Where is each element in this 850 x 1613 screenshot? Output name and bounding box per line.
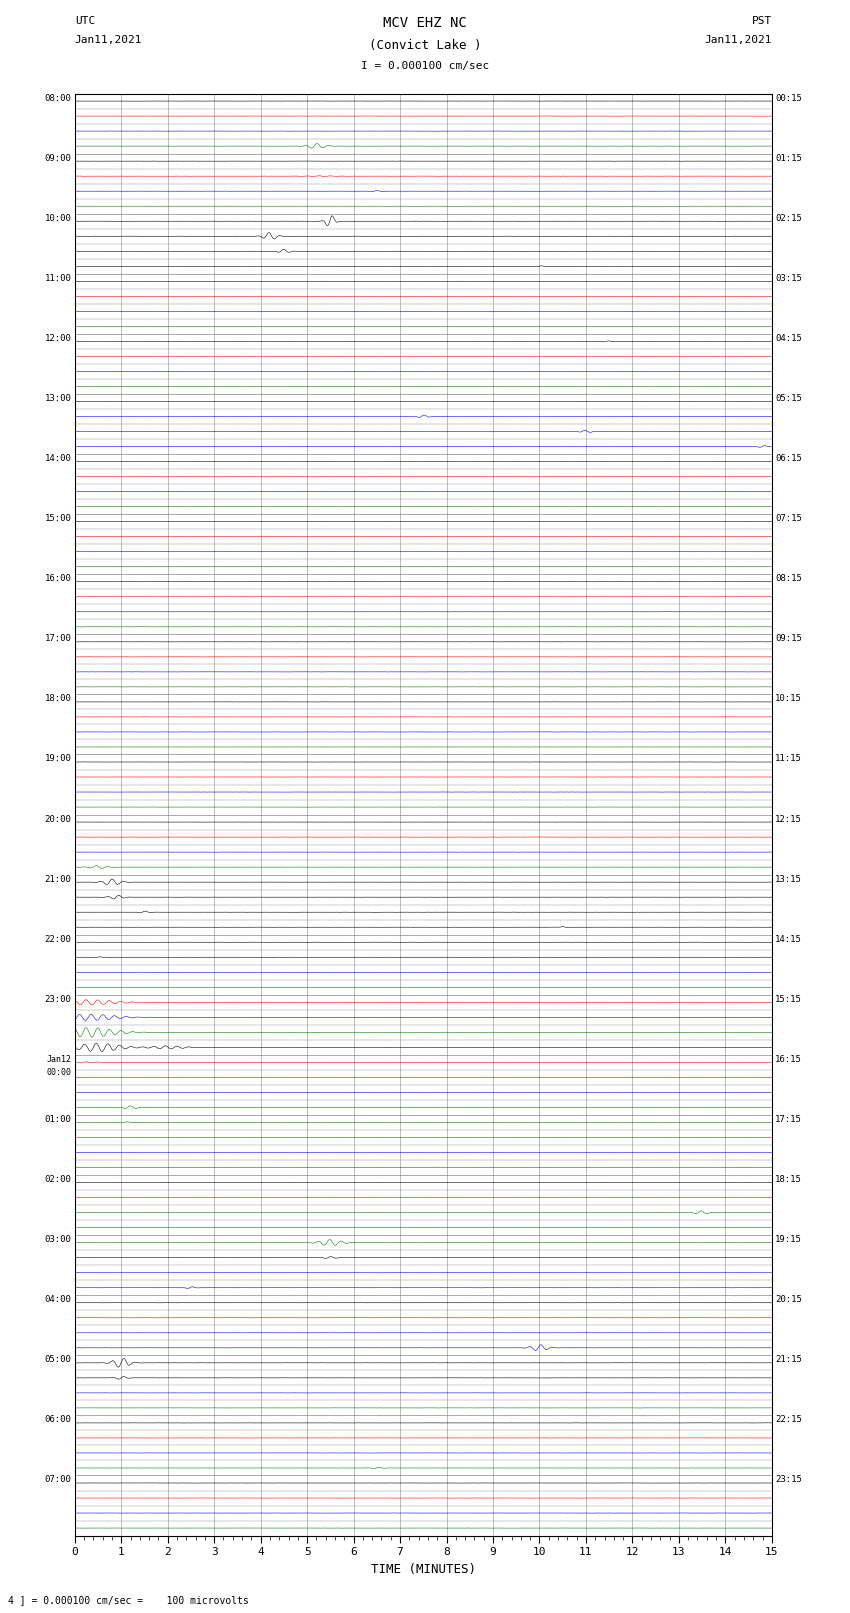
Text: MCV EHZ NC: MCV EHZ NC	[383, 16, 467, 31]
Text: 03:00: 03:00	[44, 1236, 71, 1244]
Text: 07:15: 07:15	[775, 515, 802, 523]
Text: (Convict Lake ): (Convict Lake )	[369, 39, 481, 52]
Text: Jan11,2021: Jan11,2021	[75, 35, 142, 45]
Text: UTC: UTC	[75, 16, 95, 26]
Text: 11:00: 11:00	[44, 274, 71, 282]
Text: I = 0.000100 cm/sec: I = 0.000100 cm/sec	[361, 61, 489, 71]
Text: 00:15: 00:15	[775, 94, 802, 103]
Text: 05:00: 05:00	[44, 1355, 71, 1365]
Text: 02:00: 02:00	[44, 1174, 71, 1184]
Text: 20:15: 20:15	[775, 1295, 802, 1305]
Text: 23:15: 23:15	[775, 1476, 802, 1484]
X-axis label: TIME (MINUTES): TIME (MINUTES)	[371, 1563, 476, 1576]
Text: 03:15: 03:15	[775, 274, 802, 282]
Text: 19:00: 19:00	[44, 755, 71, 763]
Text: 19:15: 19:15	[775, 1236, 802, 1244]
Text: 15:15: 15:15	[775, 995, 802, 1003]
Text: 21:15: 21:15	[775, 1355, 802, 1365]
Text: 16:15: 16:15	[775, 1055, 802, 1065]
Text: 18:00: 18:00	[44, 694, 71, 703]
Text: 15:00: 15:00	[44, 515, 71, 523]
Text: 06:15: 06:15	[775, 455, 802, 463]
Text: 04:00: 04:00	[44, 1295, 71, 1305]
Text: 00:00: 00:00	[47, 1068, 71, 1077]
Text: 08:15: 08:15	[775, 574, 802, 584]
Text: 11:15: 11:15	[775, 755, 802, 763]
Text: 18:15: 18:15	[775, 1174, 802, 1184]
Text: Jan12: Jan12	[47, 1055, 71, 1065]
Text: 4 ] = 0.000100 cm/sec =    100 microvolts: 4 ] = 0.000100 cm/sec = 100 microvolts	[8, 1595, 249, 1605]
Text: 09:15: 09:15	[775, 634, 802, 644]
Text: 23:00: 23:00	[44, 995, 71, 1003]
Text: Jan11,2021: Jan11,2021	[705, 35, 772, 45]
Text: 13:15: 13:15	[775, 874, 802, 884]
Text: 22:00: 22:00	[44, 936, 71, 944]
Text: 08:00: 08:00	[44, 94, 71, 103]
Text: 16:00: 16:00	[44, 574, 71, 584]
Text: 17:00: 17:00	[44, 634, 71, 644]
Text: 20:00: 20:00	[44, 815, 71, 824]
Text: 01:15: 01:15	[775, 153, 802, 163]
Text: 22:15: 22:15	[775, 1416, 802, 1424]
Text: 05:15: 05:15	[775, 394, 802, 403]
Text: 07:00: 07:00	[44, 1476, 71, 1484]
Text: 01:00: 01:00	[44, 1115, 71, 1124]
Text: 14:15: 14:15	[775, 936, 802, 944]
Text: 12:15: 12:15	[775, 815, 802, 824]
Text: 10:15: 10:15	[775, 694, 802, 703]
Text: 12:00: 12:00	[44, 334, 71, 344]
Text: 14:00: 14:00	[44, 455, 71, 463]
Text: 13:00: 13:00	[44, 394, 71, 403]
Text: 02:15: 02:15	[775, 215, 802, 223]
Text: 21:00: 21:00	[44, 874, 71, 884]
Text: 06:00: 06:00	[44, 1416, 71, 1424]
Text: 04:15: 04:15	[775, 334, 802, 344]
Text: 17:15: 17:15	[775, 1115, 802, 1124]
Text: PST: PST	[751, 16, 772, 26]
Text: 09:00: 09:00	[44, 153, 71, 163]
Text: 10:00: 10:00	[44, 215, 71, 223]
